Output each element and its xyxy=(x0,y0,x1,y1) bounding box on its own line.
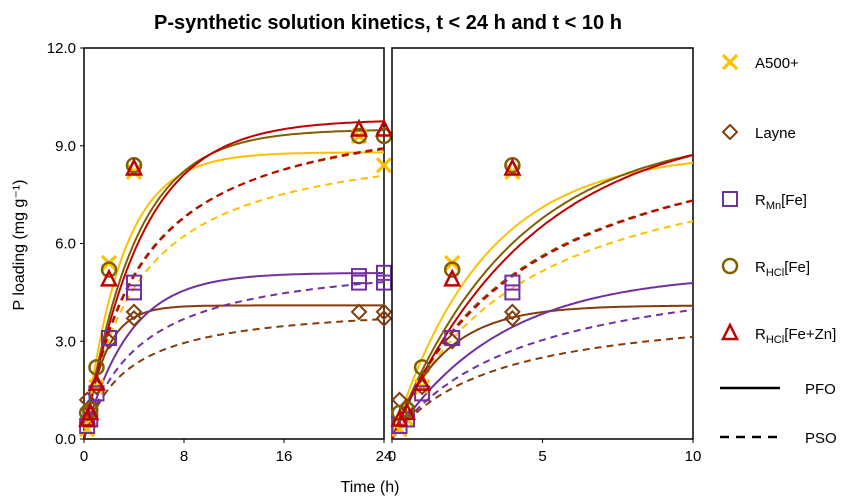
layne-pso-line-left xyxy=(83,318,385,440)
rmn-legend-label: RMn[Fe] xyxy=(755,192,807,212)
rhclzn-pfo-line-right xyxy=(391,154,694,440)
rmn-point-left xyxy=(101,329,117,346)
panel-left-series xyxy=(78,118,394,440)
layne-pfo-line-right xyxy=(391,304,694,440)
x-tick-label: 5 xyxy=(538,448,546,465)
legend-pfo-label: PFO xyxy=(805,381,836,398)
layne-point-right xyxy=(503,310,521,327)
rhclzn-point-left xyxy=(81,402,100,421)
x-tick-label: 10 xyxy=(685,448,702,465)
layne-point-right xyxy=(443,332,461,350)
legend: A500+ Layne RMn[Fe] RHCl[Fe] RHCl[Fe+Zn] PFO P… xyxy=(720,53,837,447)
layne-pso-line-right xyxy=(391,335,694,440)
a500-point-left xyxy=(375,157,393,174)
legend-pso-label: PSO xyxy=(805,430,837,447)
x-tick-label: 0 xyxy=(80,448,88,465)
y-tick-label: 6.0 xyxy=(55,236,76,253)
rhcl-legend-label: RHCl[Fe] xyxy=(755,259,810,279)
x-axis-ticks: 0 8 16 240 5 10 xyxy=(80,439,702,465)
a500-pfo-line-left xyxy=(83,151,384,440)
layne-legend-label: Layne xyxy=(755,125,796,142)
layne-point-left xyxy=(375,310,393,327)
y-tick-label: 9.0 xyxy=(55,138,76,155)
x-tick-label: 0 xyxy=(388,448,396,465)
rmn-point-right xyxy=(504,284,521,301)
y-axis-label: P loading (mg g⁻¹) xyxy=(11,180,28,311)
panel-right xyxy=(390,47,694,440)
rhcl-legend-marker xyxy=(721,257,739,275)
rhcl-pfo-line-left xyxy=(83,129,385,440)
layne-point-left xyxy=(350,303,368,321)
rmn-pfo-line-right xyxy=(391,281,694,440)
y-tick-label: 12.0 xyxy=(47,40,76,57)
panel-right-frame xyxy=(391,47,694,440)
rhclzn-point-right xyxy=(443,268,462,287)
a500-legend-marker xyxy=(721,53,739,71)
rmn-pso-line-left xyxy=(83,281,385,440)
rmn-point-left xyxy=(376,264,392,281)
x-axis-label: Time (h) xyxy=(341,479,400,496)
rhclzn-point-left xyxy=(87,372,106,391)
rmn-point-right xyxy=(444,329,461,346)
x-tick-label: 24 xyxy=(376,448,393,465)
x-tick-label: 8 xyxy=(180,448,188,465)
rhcl-point-left xyxy=(100,261,118,278)
rhclzn-point-left xyxy=(99,268,119,287)
rhclzn-point-right xyxy=(398,402,417,421)
rmn-point-left xyxy=(126,274,142,291)
chart-title: P-synthetic solution kinetics, t < 24 h … xyxy=(154,12,622,34)
rmn-legend-marker xyxy=(722,191,738,207)
y-axis-ticks: 0.0 3.0 6.0 9.0 12.0 xyxy=(47,40,84,448)
rhclzn-point-right xyxy=(503,157,522,176)
panel-left xyxy=(78,47,394,440)
rhclzn-pfo-line-left xyxy=(83,120,385,440)
layne-point-left xyxy=(100,332,118,350)
rhcl-point-right xyxy=(443,261,461,278)
rhcl-pso-line-right xyxy=(391,199,694,440)
rhclzn-legend-label: RHCl[Fe+Zn] xyxy=(755,326,836,346)
rmn-point-left xyxy=(126,284,142,301)
rhcl-pso-line-left xyxy=(83,148,385,440)
y-tick-label: 3.0 xyxy=(55,333,76,350)
layne-pfo-line-left xyxy=(83,304,384,440)
rhclzn-point-left xyxy=(349,118,369,137)
a500-pso-line-left xyxy=(83,174,385,440)
x-tick-label: 16 xyxy=(276,448,293,465)
a500-legend-label: A500+ xyxy=(755,55,799,72)
rmn-pso-line-right xyxy=(391,308,694,440)
rhclzn-point-left xyxy=(124,157,144,176)
rmn-point-right xyxy=(414,385,431,402)
rhclzn-point-left xyxy=(374,118,394,137)
panel-right-series xyxy=(390,153,694,440)
rmn-pfo-line-left xyxy=(83,272,384,440)
layne-legend-marker xyxy=(721,123,739,141)
y-tick-label: 0.0 xyxy=(55,431,76,448)
rhclzn-point-right xyxy=(413,372,432,391)
rmn-point-left xyxy=(88,385,105,402)
rhclzn-legend-marker xyxy=(720,322,740,341)
a500-pso-line-right xyxy=(391,220,694,440)
layne-point-left xyxy=(125,310,143,327)
rmn-point-right xyxy=(504,274,521,291)
rmn-point-left xyxy=(351,274,367,291)
layne-point-right xyxy=(503,303,521,321)
layne-point-left xyxy=(125,303,143,321)
rhclzn-pso-line-left xyxy=(83,147,385,440)
rhclzn-pso-line-right xyxy=(391,199,694,440)
rmn-point-left xyxy=(376,274,392,291)
layne-point-left xyxy=(375,303,393,321)
rhcl-pfo-line-right xyxy=(391,153,694,440)
panel-left-frame xyxy=(83,47,385,440)
